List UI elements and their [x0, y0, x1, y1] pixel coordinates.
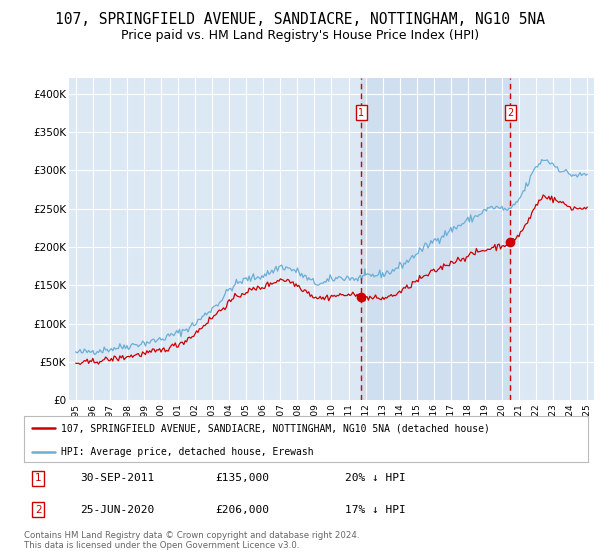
Text: HPI: Average price, detached house, Erewash: HPI: Average price, detached house, Erew… [61, 447, 313, 457]
Text: 30-SEP-2011: 30-SEP-2011 [80, 473, 155, 483]
Text: 107, SPRINGFIELD AVENUE, SANDIACRE, NOTTINGHAM, NG10 5NA: 107, SPRINGFIELD AVENUE, SANDIACRE, NOTT… [55, 12, 545, 27]
Text: Contains HM Land Registry data © Crown copyright and database right 2024.
This d: Contains HM Land Registry data © Crown c… [24, 531, 359, 550]
Text: Price paid vs. HM Land Registry's House Price Index (HPI): Price paid vs. HM Land Registry's House … [121, 29, 479, 42]
Text: 1: 1 [35, 473, 41, 483]
Text: £206,000: £206,000 [216, 505, 270, 515]
Text: 107, SPRINGFIELD AVENUE, SANDIACRE, NOTTINGHAM, NG10 5NA (detached house): 107, SPRINGFIELD AVENUE, SANDIACRE, NOTT… [61, 423, 490, 433]
Text: 2: 2 [508, 108, 514, 118]
Text: 17% ↓ HPI: 17% ↓ HPI [346, 505, 406, 515]
Text: 20% ↓ HPI: 20% ↓ HPI [346, 473, 406, 483]
Text: 1: 1 [358, 108, 364, 118]
Text: 25-JUN-2020: 25-JUN-2020 [80, 505, 155, 515]
Bar [361, 78, 511, 400]
Text: £135,000: £135,000 [216, 473, 270, 483]
Text: 2: 2 [35, 505, 41, 515]
